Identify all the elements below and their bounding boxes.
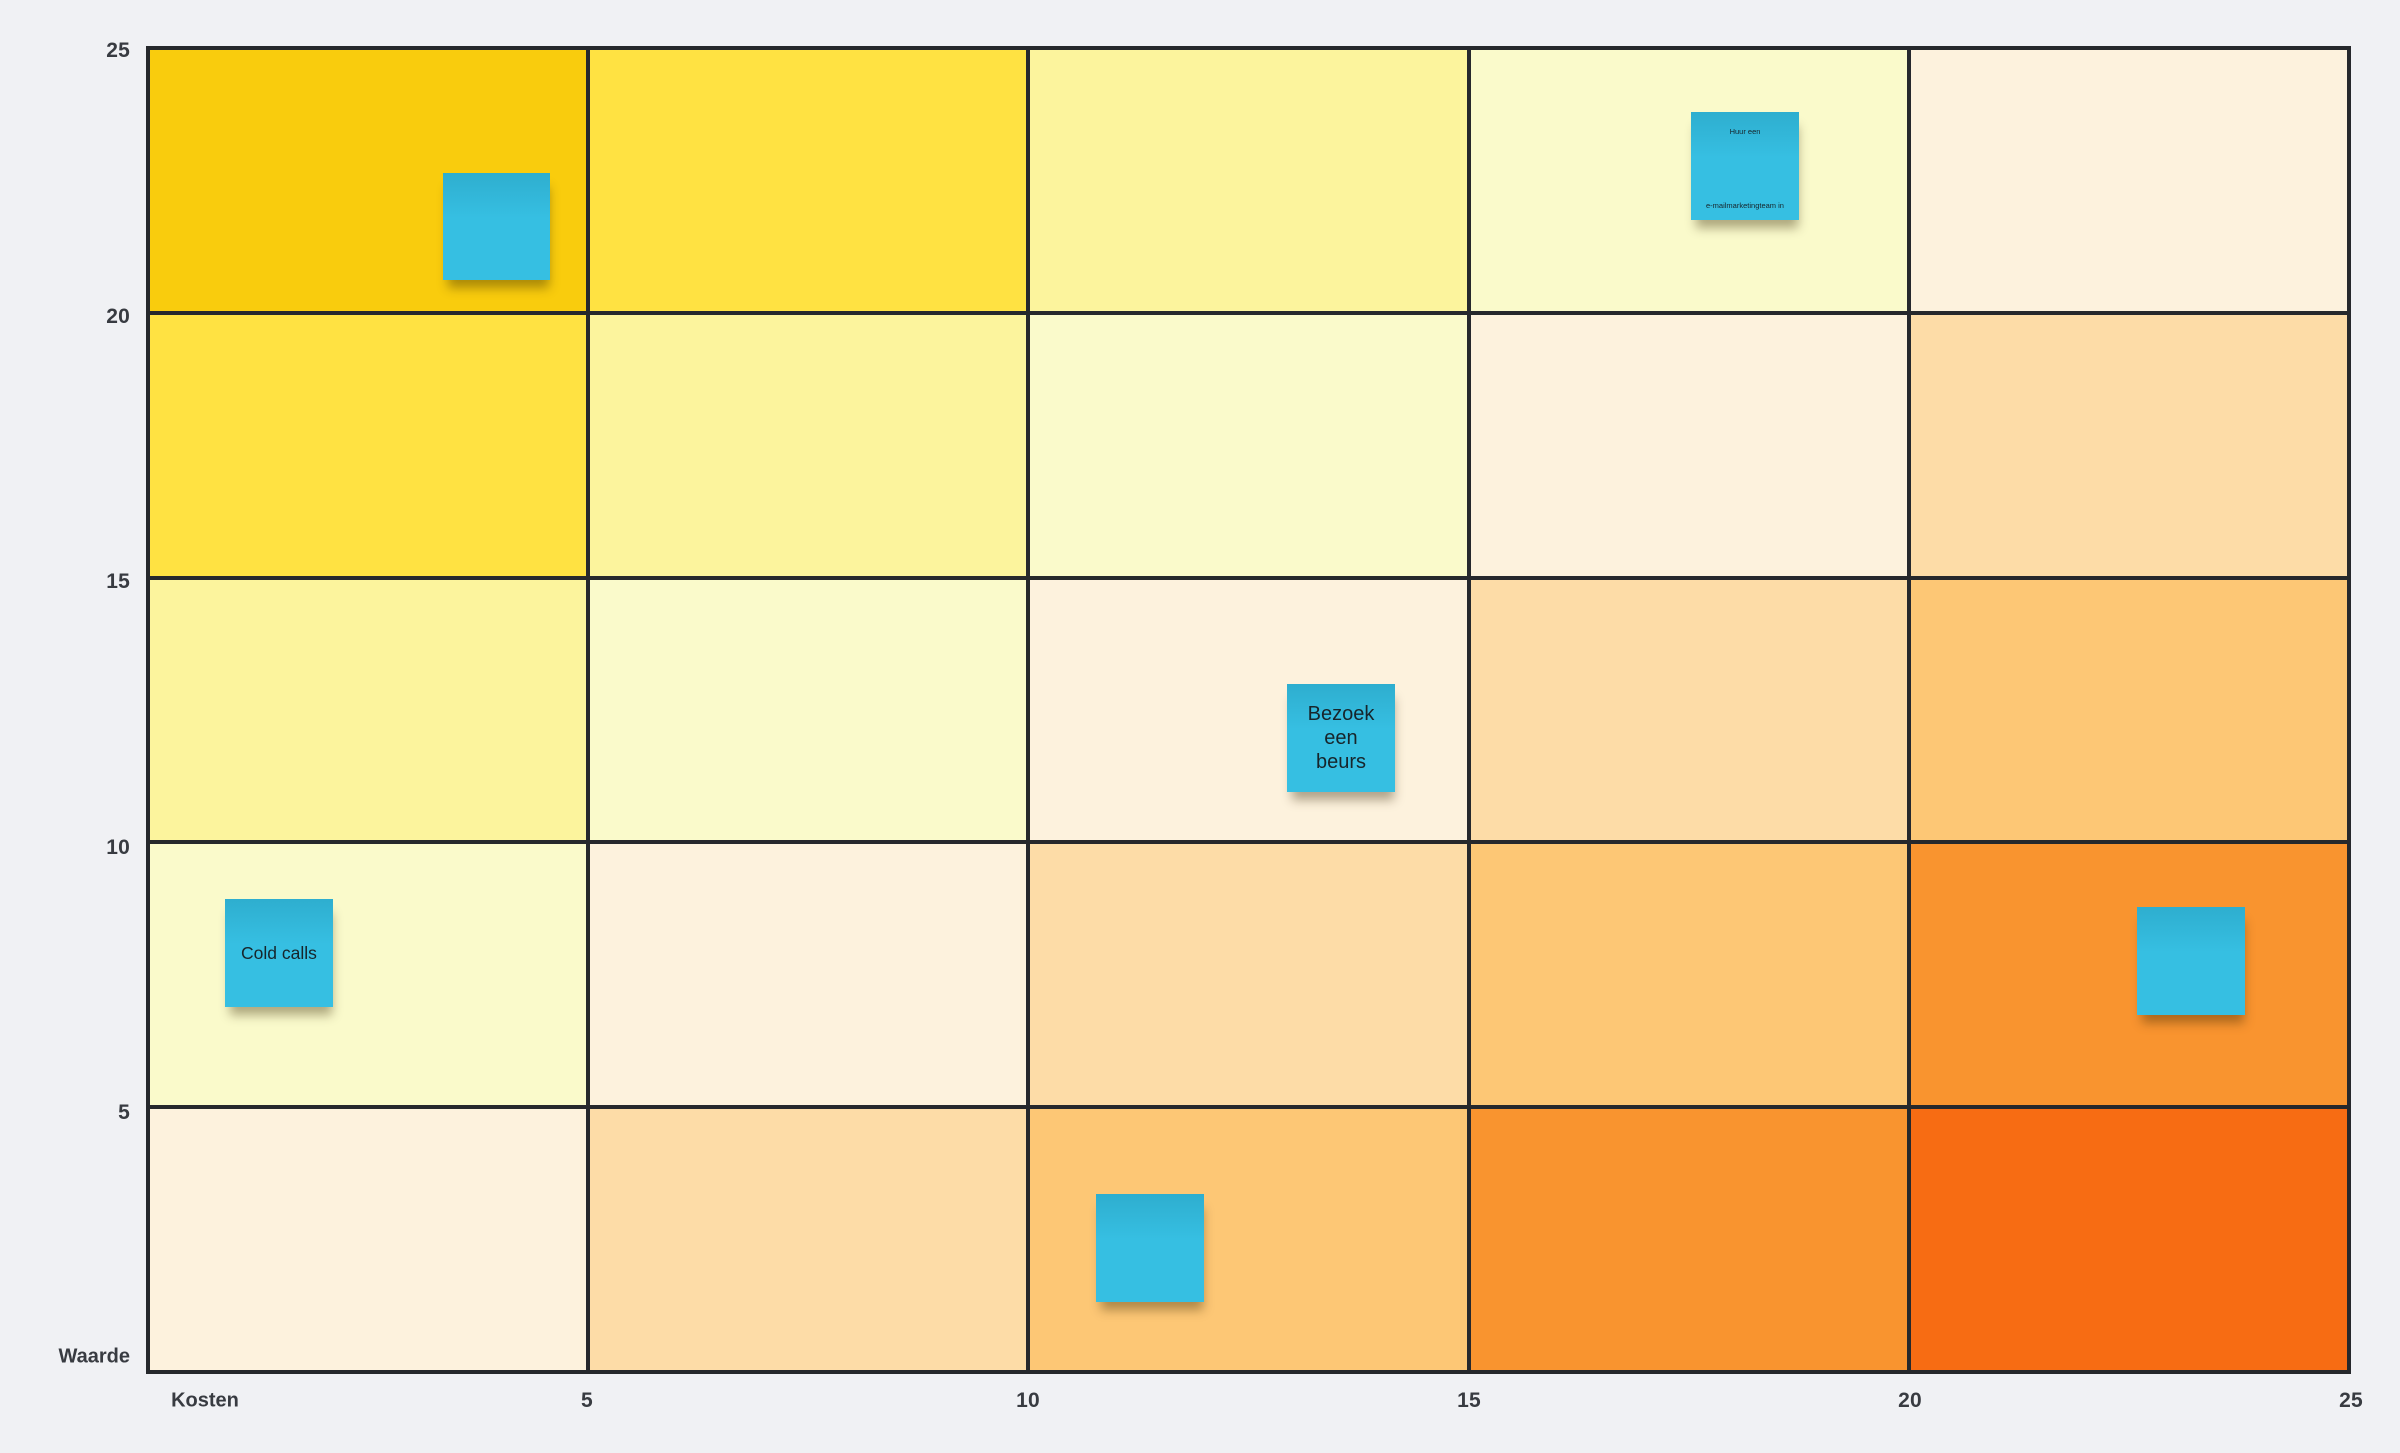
matrix-cell-r2c4: [1470, 314, 1907, 576]
y-axis-tick-25: 25: [106, 39, 130, 62]
matrix-cell-r1c4: [1470, 50, 1907, 311]
y-axis-title: Waarde: [58, 1345, 130, 1368]
matrix-cell-r3c2: [590, 579, 1027, 841]
sticky-note-blank-right[interactable]: [2137, 907, 2245, 1015]
x-axis-tick-5: 5: [581, 1389, 593, 1412]
y-axis-tick-10: 10: [106, 835, 130, 859]
matrix-cell-r1c2: [590, 50, 1027, 311]
matrix-cell-r2c2: [590, 314, 1027, 576]
matrix-cell-r2c5: [1910, 314, 2347, 576]
sticky-note-text: Bezoek een beurs: [1307, 703, 1375, 773]
matrix-cell-r3c4: [1470, 579, 1907, 841]
y-axis-tick-5: 5: [118, 1101, 130, 1125]
sticky-note-cold-calls[interactable]: Cold calls: [225, 899, 333, 1007]
matrix-cell-r1c5: [1910, 50, 2347, 311]
y-axis-tick-15: 15: [106, 570, 130, 594]
matrix-cell-r1c3: [1030, 50, 1467, 311]
x-axis-title: Kosten: [171, 1389, 239, 1412]
sticky-note-text: e-mailmarketingteam in: [1706, 200, 1784, 210]
x-axis-tick-20: 20: [1898, 1389, 1922, 1412]
matrix-cell-r3c3: [1030, 579, 1467, 841]
matrix-cell-r5c5: [1910, 1109, 2347, 1370]
matrix-cell-r4c2: [590, 844, 1027, 1106]
y-axis-tick-20: 20: [106, 304, 130, 328]
sticky-note-bezoek-een-beurs[interactable]: Bezoek een beurs: [1287, 684, 1395, 792]
matrix-cell-r4c3: [1030, 844, 1467, 1106]
matrix-cell-r4c1: [150, 844, 587, 1106]
matrix-cell-r4c4: [1470, 844, 1907, 1106]
x-axis-tick-25: 25: [2339, 1389, 2363, 1412]
matrix-cell-r4c5: [1910, 844, 2347, 1106]
matrix-cell-r5c4: [1470, 1109, 1907, 1370]
sticky-note-blank-bottom-middle[interactable]: [1096, 1194, 1204, 1302]
sticky-note-text: Cold calls: [241, 942, 317, 963]
matrix-cell-r3c5: [1910, 579, 2347, 841]
matrix-cell-r2c3: [1030, 314, 1467, 576]
x-axis-tick-10: 10: [1016, 1389, 1040, 1412]
sticky-note-huur-email-team[interactable]: Huur een e-mailmarketingteam in: [1691, 112, 1799, 220]
sticky-note-text: Huur een: [1729, 127, 1761, 136]
matrix-cell-r3c1: [150, 579, 587, 841]
x-axis-tick-15: 15: [1457, 1389, 1481, 1412]
matrix-cell-r2c1: [150, 314, 587, 576]
matrix-board: [146, 46, 2351, 1374]
matrix-cell-r5c2: [590, 1109, 1027, 1370]
matrix-cell-r5c1: [150, 1109, 587, 1370]
sticky-note-blank-top-left[interactable]: [443, 173, 550, 280]
